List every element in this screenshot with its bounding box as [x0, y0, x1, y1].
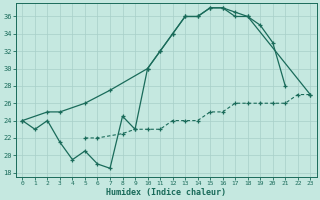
X-axis label: Humidex (Indice chaleur): Humidex (Indice chaleur) — [106, 188, 226, 197]
